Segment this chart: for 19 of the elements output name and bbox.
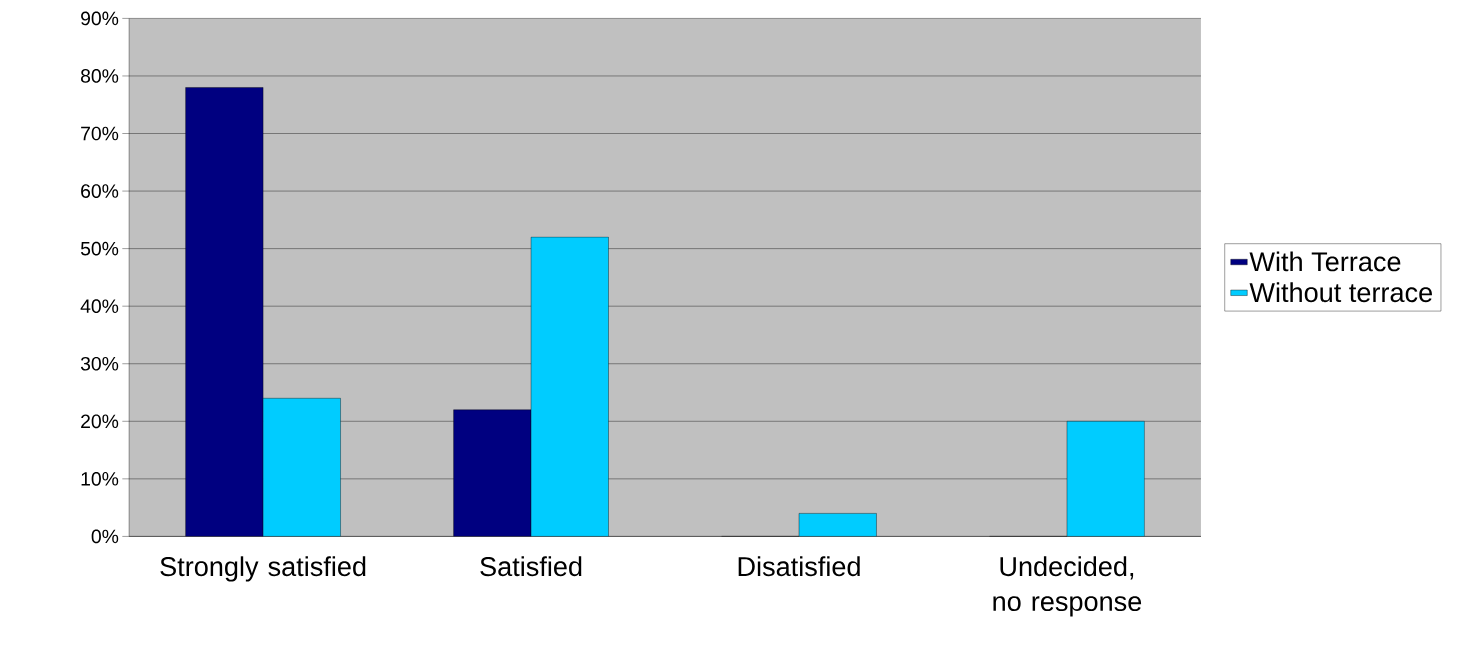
- x-tick-label: Strongly satisfied: [160, 556, 366, 582]
- y-tick-label: 0%: [91, 529, 119, 544]
- y-tick-label: 90%: [81, 11, 119, 26]
- y-tick-label: 70%: [81, 126, 119, 141]
- y-tick-label: 50%: [80, 241, 119, 256]
- bar: [453, 409, 532, 537]
- y-tick-label: 40%: [80, 299, 119, 313]
- bar: [798, 512, 877, 537]
- x-tick-label: Undecided, no response: [993, 556, 1142, 617]
- x-tick-label: Satisfied: [480, 556, 582, 576]
- y-tick-label: 20%: [81, 414, 119, 428]
- y-tick-label: 30%: [80, 356, 119, 371]
- legend-label: With Terrace: [1249, 251, 1401, 272]
- bar: [185, 87, 264, 537]
- y-tick-label: 60%: [81, 184, 119, 198]
- x-tick-label: Disatisfied: [738, 556, 860, 576]
- legend-label: Without terrace: [1249, 282, 1432, 302]
- y-tick-label: 10%: [81, 471, 119, 486]
- y-tick-label: 80%: [80, 68, 119, 83]
